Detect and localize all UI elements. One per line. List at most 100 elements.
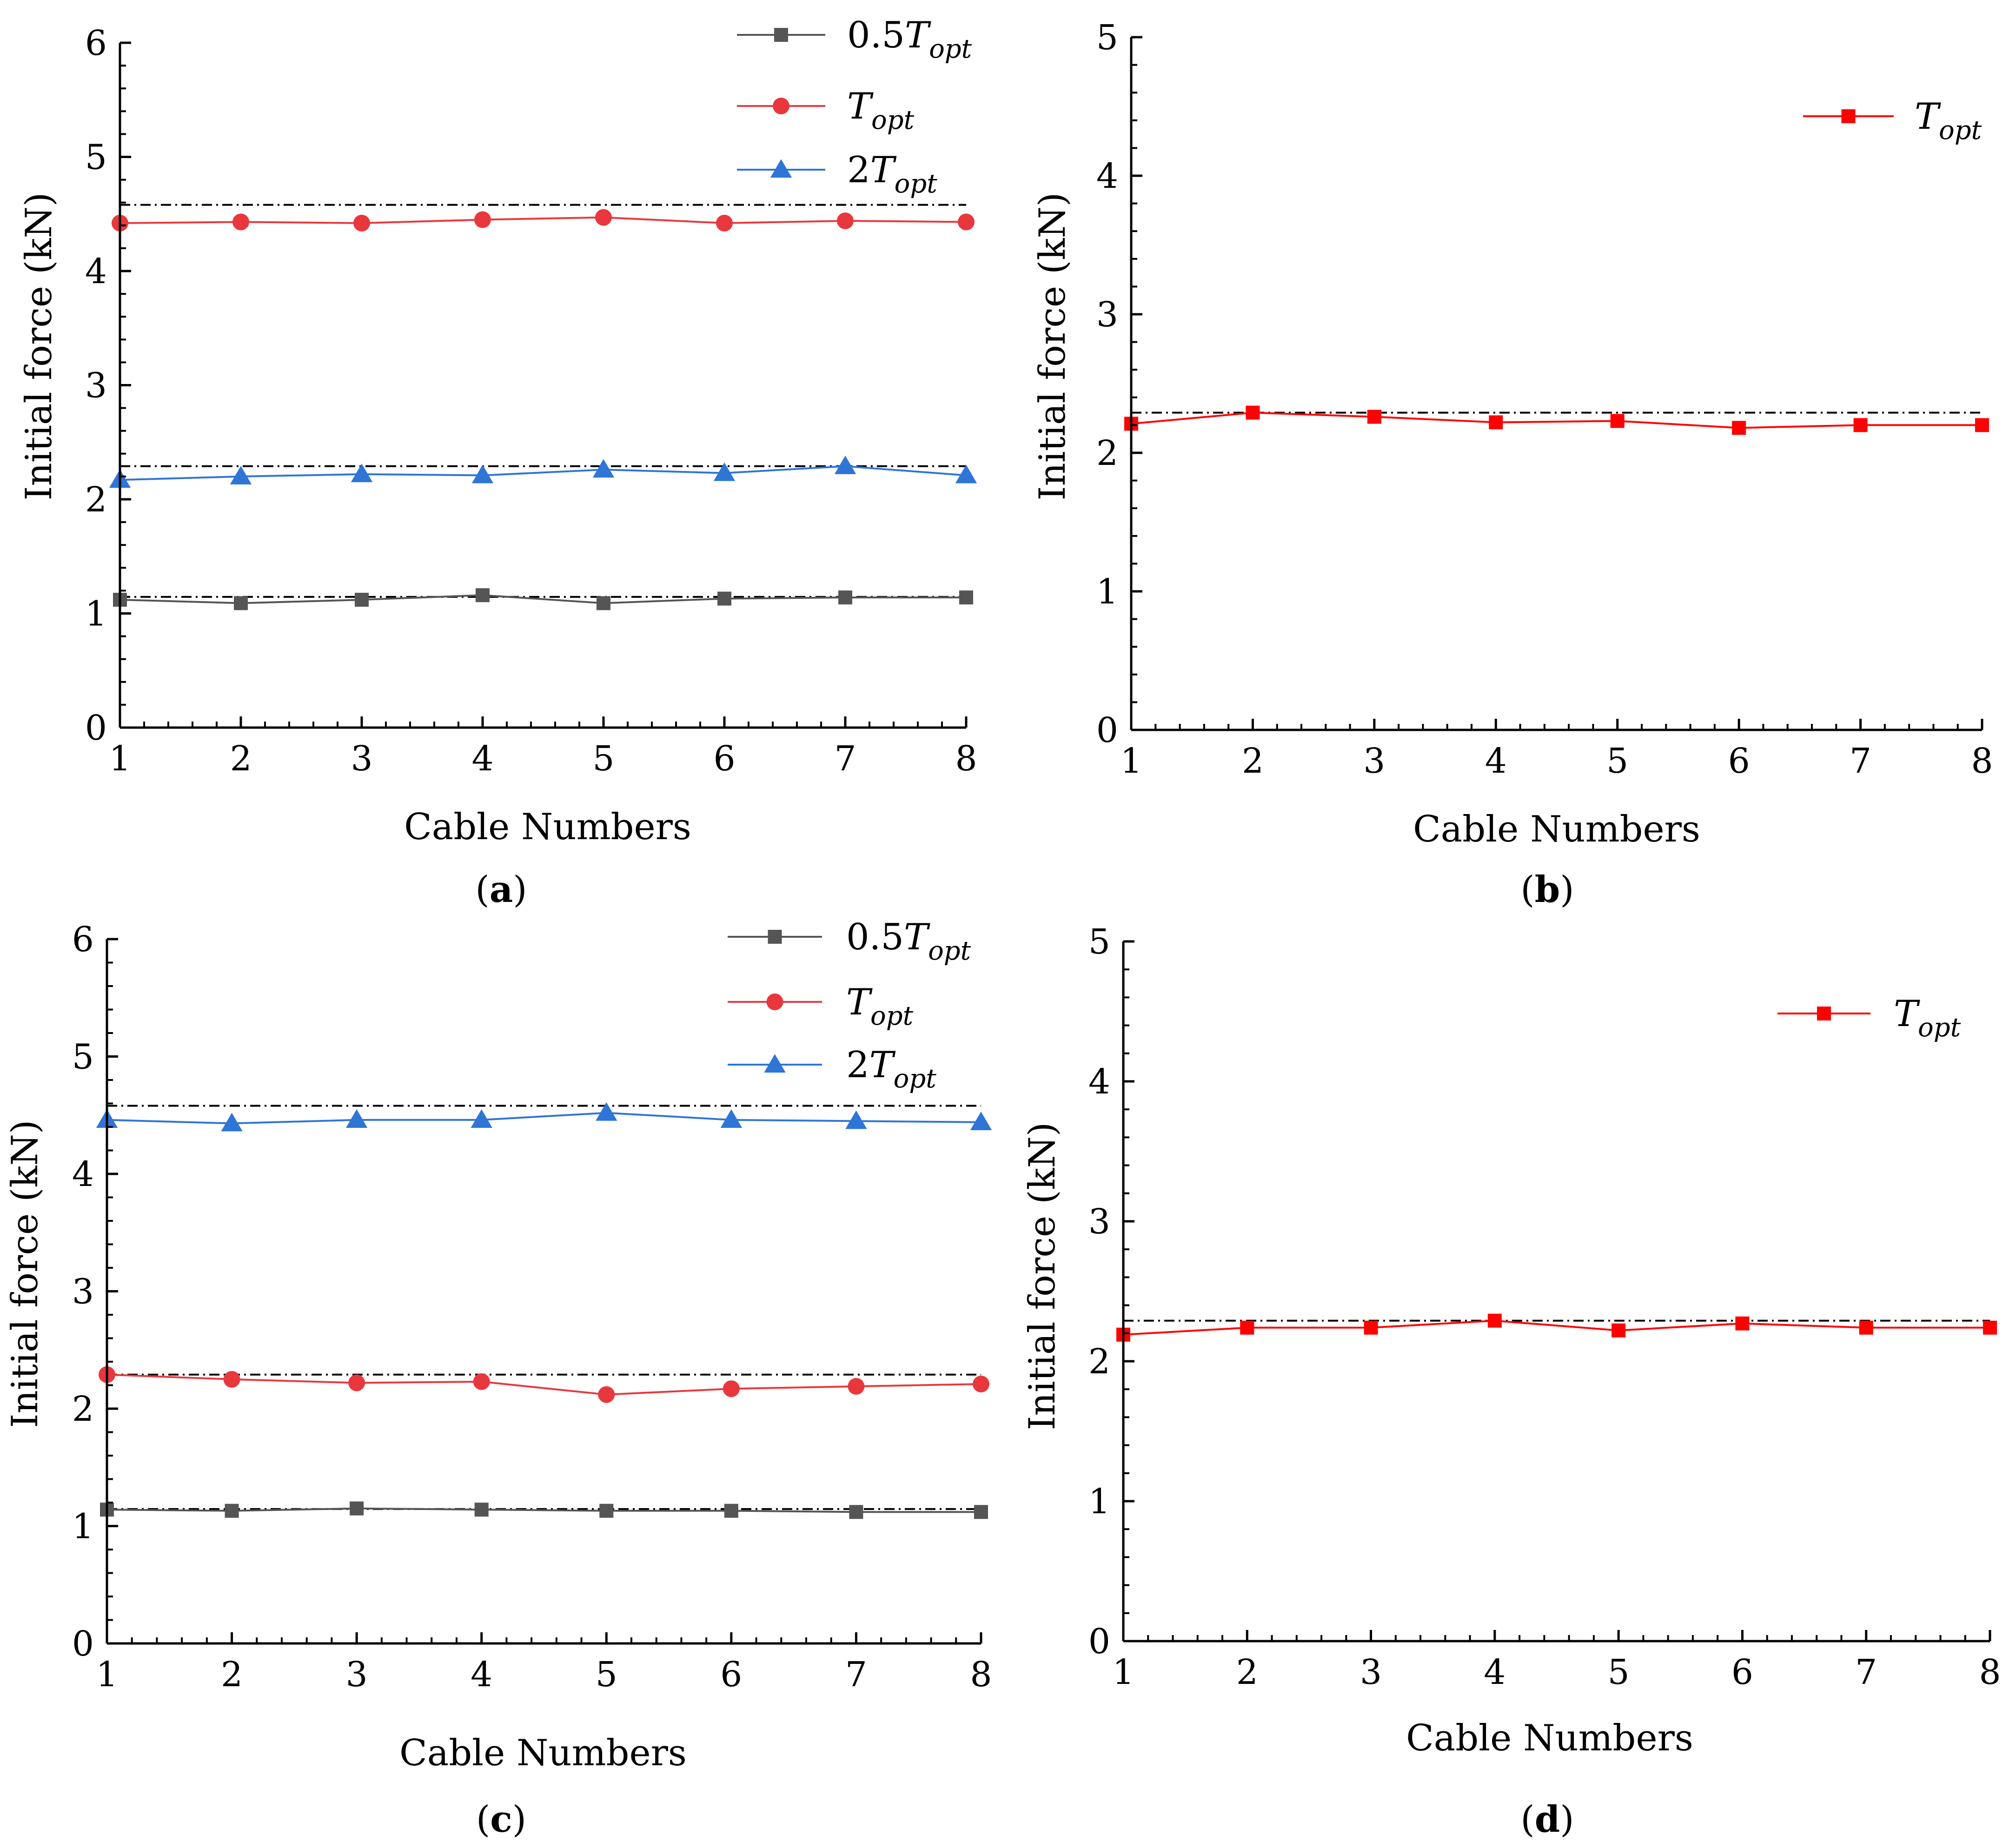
legend-marker — [1841, 109, 1856, 123]
legend-marker — [774, 28, 788, 42]
data-point — [1611, 1323, 1626, 1338]
data-point — [1489, 415, 1503, 430]
legend-marker — [770, 159, 792, 178]
panel-caption: (b) — [1520, 868, 1574, 911]
panel-caption: (d) — [1520, 1798, 1574, 1841]
legend-label: Topt — [847, 86, 915, 135]
x-tick-label: 5 — [1606, 741, 1628, 781]
data-point — [1246, 405, 1260, 420]
y-tick-label: 2 — [72, 1389, 94, 1429]
y-tick-label: 0 — [1088, 1622, 1110, 1662]
data-point — [473, 1373, 490, 1390]
y-tick-label: 3 — [1096, 295, 1118, 335]
data-point — [1735, 1316, 1750, 1331]
data-point — [345, 1109, 368, 1128]
y-tick-label: 0 — [72, 1624, 94, 1664]
y-tick-label: 6 — [85, 23, 107, 63]
data-point — [955, 464, 977, 484]
legend-label: Topt — [1894, 993, 1961, 1043]
panel-caption-letter: d — [1535, 1798, 1560, 1841]
y-tick-label: 4 — [1096, 156, 1118, 196]
data-point — [838, 590, 852, 605]
data-point — [348, 1374, 365, 1391]
x-tick-label: 5 — [1608, 1652, 1630, 1692]
data-point — [837, 212, 854, 229]
x-tick-label: 5 — [596, 1655, 617, 1695]
legend-marker — [764, 1054, 786, 1073]
x-axis-title: Cable Numbers — [404, 806, 691, 848]
panel-caption-letter: b — [1535, 868, 1560, 911]
data-point — [596, 1102, 617, 1121]
data-point — [834, 456, 856, 474]
y-tick-label: 2 — [85, 480, 107, 520]
data-point — [474, 211, 491, 228]
series-line — [106, 1112, 981, 1125]
x-tick-label: 1 — [109, 739, 131, 779]
x-tick-label: 8 — [955, 739, 977, 779]
x-tick-label: 7 — [834, 739, 856, 779]
series-line — [106, 1373, 981, 1396]
legend-label: 0.5Topt — [846, 918, 971, 966]
y-tick-label: 4 — [72, 1154, 94, 1194]
legend-label: 0.5Topt — [847, 14, 972, 64]
data-point — [1732, 421, 1746, 435]
data-point — [230, 466, 252, 484]
y-tick-label: 6 — [72, 920, 94, 960]
y-axis-title: Initial force (kN) — [1021, 1122, 1063, 1431]
panel-caption-letter: a — [490, 868, 513, 911]
x-tick-label: 7 — [1855, 1652, 1877, 1692]
panel-caption: (a) — [475, 868, 527, 911]
y-tick-label: 0 — [1096, 710, 1118, 750]
x-tick-label: 2 — [230, 739, 252, 779]
data-point — [223, 1371, 240, 1388]
panel-caption: (c) — [476, 1798, 526, 1841]
series-line — [119, 594, 966, 604]
data-point — [716, 214, 733, 232]
data-point — [1853, 418, 1868, 432]
y-tick-label: 2 — [1096, 433, 1118, 473]
x-tick-label: 6 — [1728, 741, 1750, 781]
data-point — [959, 590, 973, 605]
data-point — [723, 1380, 740, 1398]
data-point — [974, 1505, 988, 1519]
x-tick-label: 1 — [1120, 741, 1142, 781]
data-point — [958, 213, 975, 231]
x-axis-title: Cable Numbers — [1406, 1717, 1693, 1759]
y-tick-label: 0 — [85, 708, 107, 748]
x-tick-label: 4 — [471, 739, 493, 779]
y-tick-label: 2 — [1088, 1342, 1110, 1382]
chart-panel-d: 0 1 2 3 4 5 1 2 3 4 5 6 7 8 Topt Initial force (kN) Ca… — [1008, 918, 2016, 1848]
chart-panel-a: 0 1 2 3 4 5 6 1 2 3 4 5 6 7 8 0.5Topt Topt 2Topt Initial … — [0, 0, 1008, 918]
y-axis-title: Initial force (kN) — [4, 1120, 46, 1428]
data-point — [973, 1375, 989, 1392]
data-point — [1983, 1320, 1997, 1335]
y-tick-label: 1 — [1096, 572, 1118, 612]
data-point — [597, 596, 610, 610]
data-point — [1859, 1320, 1873, 1335]
data-point — [1364, 1320, 1378, 1335]
legend-marker — [773, 98, 789, 114]
x-tick-label: 8 — [1979, 1652, 2001, 1692]
y-tick-label: 3 — [1088, 1202, 1110, 1242]
data-point — [232, 213, 249, 231]
y-axis-title: Initial force (kN) — [18, 192, 60, 501]
y-tick-label: 1 — [85, 594, 107, 634]
legend-label: Topt — [1915, 96, 1982, 146]
y-tick-label: 5 — [72, 1037, 94, 1077]
legend-label: Topt — [846, 981, 914, 1031]
x-tick-label: 8 — [970, 1655, 992, 1695]
x-tick-label: 7 — [845, 1655, 867, 1695]
data-point — [225, 1504, 239, 1518]
series-line — [1131, 411, 1982, 429]
data-point — [1240, 1320, 1254, 1335]
data-point — [355, 593, 369, 607]
data-point — [221, 1113, 243, 1132]
y-tick-label: 5 — [1096, 18, 1118, 58]
x-tick-label: 5 — [592, 739, 614, 779]
data-point — [713, 462, 736, 481]
x-tick-label: 3 — [1360, 1652, 1382, 1692]
